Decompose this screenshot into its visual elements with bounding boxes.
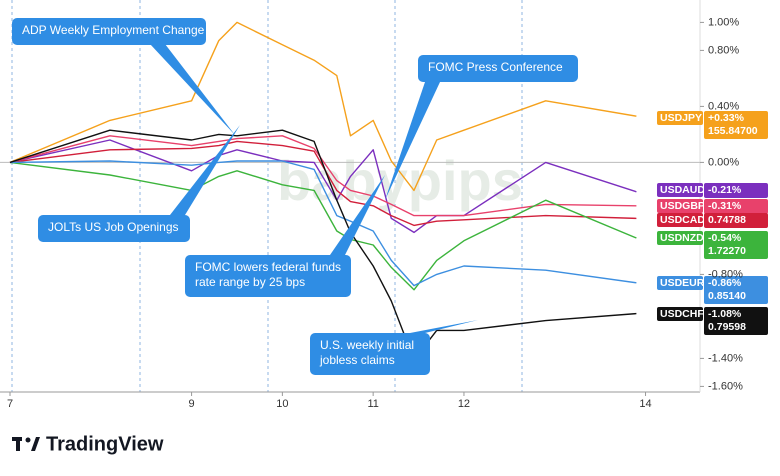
series-line	[9, 135, 637, 217]
callout-pointer	[385, 82, 440, 200]
tag-name-box	[657, 213, 703, 227]
tag-change: -0.21%	[708, 184, 742, 196]
tag-price: 1.72270	[708, 245, 746, 257]
x-tick-label: 12	[458, 398, 470, 410]
series-line	[9, 21, 637, 192]
tag-value-box	[704, 183, 768, 198]
tag-name-box	[657, 183, 703, 197]
tag-name: USDGBP	[660, 200, 705, 212]
series-line	[9, 160, 637, 287]
tag-change: -0.86%	[708, 277, 742, 289]
tag-name: USDCAD	[660, 214, 705, 226]
callout-box	[418, 55, 578, 82]
tag-value-box	[704, 213, 768, 228]
callout-box	[12, 18, 206, 45]
plot	[0, 21, 704, 396]
y-tick-label: 0.00%	[708, 156, 739, 168]
tag-change: -0.54%	[708, 232, 742, 244]
logo	[31, 437, 40, 451]
tag-value-box	[704, 231, 768, 259]
tag-name: USDNZD	[660, 232, 704, 244]
tag-value-box	[704, 199, 768, 214]
callout-text: JOLTs US Job Openings	[48, 220, 179, 234]
tag-change: -0.31%	[708, 200, 742, 212]
y-tick-label: 1.00%	[708, 16, 739, 28]
tag-name-box	[657, 307, 703, 321]
y-tick-label: -1.60%	[708, 380, 743, 392]
tag-change: -1.08%	[708, 308, 742, 320]
callout-box	[185, 255, 351, 297]
brand: TradingView	[12, 433, 164, 455]
tag-price: 0.85140	[708, 290, 746, 302]
tag-name: USDCHF	[660, 308, 704, 320]
series-line	[9, 140, 637, 227]
y-tick-label: -1.40%	[708, 352, 743, 364]
tag-value-box	[704, 307, 768, 335]
y-tick-label: 0.80%	[708, 44, 739, 56]
callout-text: jobless claims	[319, 353, 395, 367]
logo	[16, 437, 20, 451]
tag-name-box	[657, 276, 703, 290]
tag-name: USDEUR	[660, 277, 705, 289]
tag-price: 155.84700	[708, 125, 758, 137]
callout-pointer	[330, 175, 385, 255]
y-tick-label: -0.80%	[708, 268, 743, 280]
tag-name-box	[657, 199, 703, 213]
callout-pointer	[410, 320, 478, 333]
x-tick-label: 10	[276, 398, 288, 410]
tag-name: USDAUD	[660, 184, 705, 196]
x-tick-label: 7	[7, 398, 13, 410]
callout-pointer	[170, 125, 240, 215]
callout-text: FOMC lowers federal funds	[195, 260, 341, 274]
tag-price: 0.74788	[708, 214, 746, 226]
annotations: ADP Weekly Employment Change FOMC Press C…	[12, 18, 578, 375]
series-line	[9, 129, 637, 361]
session-lines	[11, 0, 523, 392]
tag-name: USDJPY	[660, 112, 702, 124]
tag-price: 0.79598	[708, 321, 746, 333]
y-tick-label: 0.40%	[708, 100, 739, 112]
x-tick-label: 11	[367, 398, 378, 410]
logo	[25, 437, 31, 443]
callout-text: FOMC Press Conference	[428, 60, 563, 74]
tag-name-box	[657, 231, 703, 245]
callout-text: ADP Weekly Employment Change	[22, 23, 205, 37]
brand-name: TradingView	[46, 433, 164, 455]
tag-change: +0.33%	[708, 112, 745, 124]
callout-text: rate range by 25 bps	[195, 275, 305, 289]
x-tick-label: 9	[189, 398, 195, 410]
x-tick-label: 14	[639, 398, 651, 410]
tag-name-box	[657, 111, 703, 125]
tag-value-box	[704, 111, 768, 139]
tag-value-box	[704, 276, 768, 304]
callout-box	[38, 215, 190, 242]
callout-box	[310, 333, 430, 375]
callout-pointer	[150, 44, 235, 135]
callout-text: U.S. weekly initial	[320, 338, 414, 352]
